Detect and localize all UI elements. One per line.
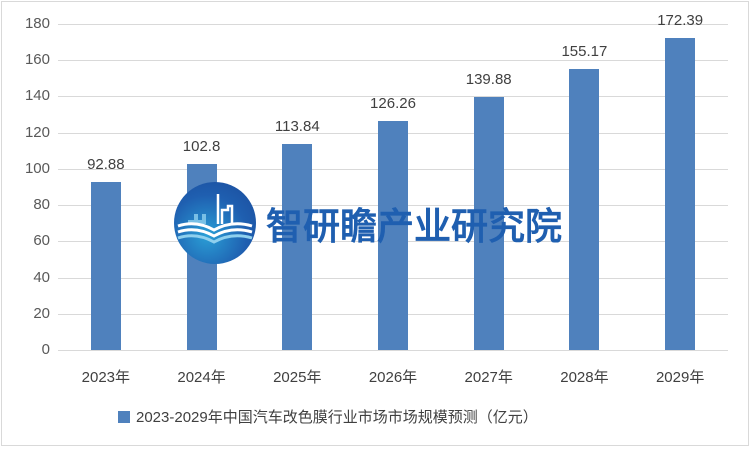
- x-tick-label: 2026年: [368, 369, 418, 386]
- y-tick-label: 80: [33, 196, 50, 214]
- y-tick-label: 40: [33, 268, 50, 286]
- bar: [569, 68, 600, 350]
- y-tick-label: 140: [24, 87, 50, 105]
- x-tick-label: 2025年: [273, 369, 322, 386]
- value-label: 113.84: [274, 117, 320, 135]
- value-label: 102.8: [182, 137, 221, 155]
- y-tick-label: 0: [41, 341, 50, 358]
- bar: [473, 96, 504, 350]
- gridline: [58, 96, 728, 98]
- value-label: 172.39: [657, 11, 704, 29]
- x-tick-label: 2028年: [560, 369, 609, 386]
- bar: [90, 181, 121, 350]
- y-tick-label: 60: [33, 232, 50, 250]
- y-tick-label: 20: [33, 304, 50, 322]
- y-tick-label: 120: [24, 123, 50, 141]
- gridline: [58, 24, 728, 25]
- watermark: 智研瞻产业研究院: [174, 182, 562, 264]
- x-tick-label: 2023年: [81, 369, 131, 386]
- watermark-text: 智研瞻产业研究院: [266, 205, 562, 248]
- gridline: [58, 350, 728, 351]
- bar: [378, 121, 408, 350]
- legend-swatch-icon: [118, 410, 130, 423]
- bar: [282, 143, 313, 350]
- value-label: 139.88: [465, 70, 512, 88]
- legend-label: 2023-2029年中国汽车改色膜行业市场市场规模预测（亿元）: [136, 409, 538, 426]
- y-tick-label: 100: [24, 159, 50, 177]
- gridline: [58, 60, 728, 62]
- value-label: 92.88: [87, 155, 125, 173]
- y-tick-label: 160: [24, 51, 50, 69]
- value-label: 126.26: [370, 95, 416, 113]
- y-tick-label: 180: [24, 15, 50, 32]
- watermark-logo-icon: [174, 182, 256, 264]
- bar: [665, 37, 696, 350]
- x-tick-label: 2029年: [655, 369, 705, 386]
- value-label: 155.17: [561, 42, 608, 60]
- x-tick-label: 2027年: [464, 369, 513, 386]
- x-tick-label: 2024年: [177, 369, 226, 386]
- legend: 2023-2029年中国汽车改色膜行业市场市场规模预测（亿元）: [118, 406, 538, 427]
